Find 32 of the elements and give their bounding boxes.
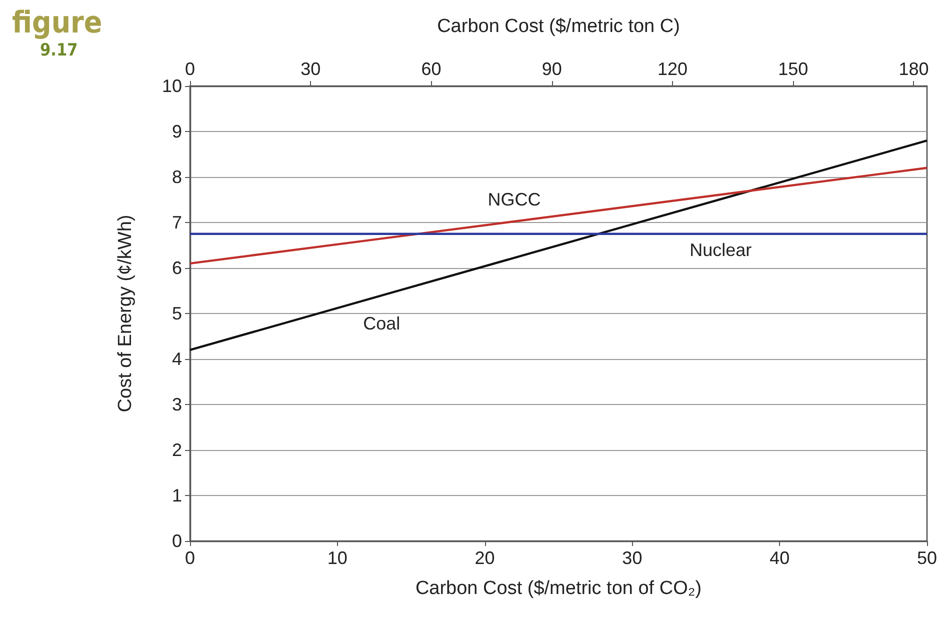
y-tick-label: 2 — [172, 440, 182, 460]
y-tick-label: 7 — [172, 212, 182, 232]
text: 9.17 — [40, 40, 78, 60]
x2-tick-label: 180 — [898, 59, 929, 79]
y-tick-label: 9 — [172, 122, 182, 142]
y-tick-label: 3 — [172, 394, 182, 414]
y-axis-title: Cost of Energy (¢/kWh) — [115, 214, 136, 412]
y-tick-label: 0 — [172, 531, 182, 551]
series-label: Coal — [363, 313, 400, 334]
x2-tick-label: 30 — [300, 59, 321, 79]
x2-tick-label: 90 — [542, 59, 562, 79]
series-label: NGCC — [488, 189, 541, 210]
y-tick-label: 4 — [172, 349, 182, 369]
y-tick-label: 1 — [172, 486, 182, 506]
x-tick-label: 10 — [327, 548, 348, 568]
x-tick-label: 30 — [622, 548, 642, 568]
x-tick-label: 50 — [916, 548, 938, 568]
x2-axis-title: Carbon Cost ($/metric ton C) — [437, 16, 680, 37]
y-tick-label: 8 — [172, 167, 182, 187]
x-tick-label: 40 — [770, 548, 790, 568]
text: figure — [12, 6, 102, 40]
x-tick-label: 20 — [474, 548, 495, 568]
series-label: Nuclear — [690, 240, 752, 260]
x2-tick-label: 0 — [184, 59, 196, 79]
y-tick-label: 5 — [172, 304, 182, 324]
x-tick-label: 0 — [184, 548, 196, 568]
x-axis-title: Carbon Cost ($/metric ton of CO₂) — [415, 578, 702, 599]
x2-tick-label: 120 — [657, 59, 688, 79]
y-tick-label: 6 — [172, 258, 182, 278]
y-tick-label: 10 — [162, 76, 182, 96]
x2-tick-label: 150 — [778, 59, 808, 79]
x2-tick-label: 60 — [421, 59, 442, 79]
